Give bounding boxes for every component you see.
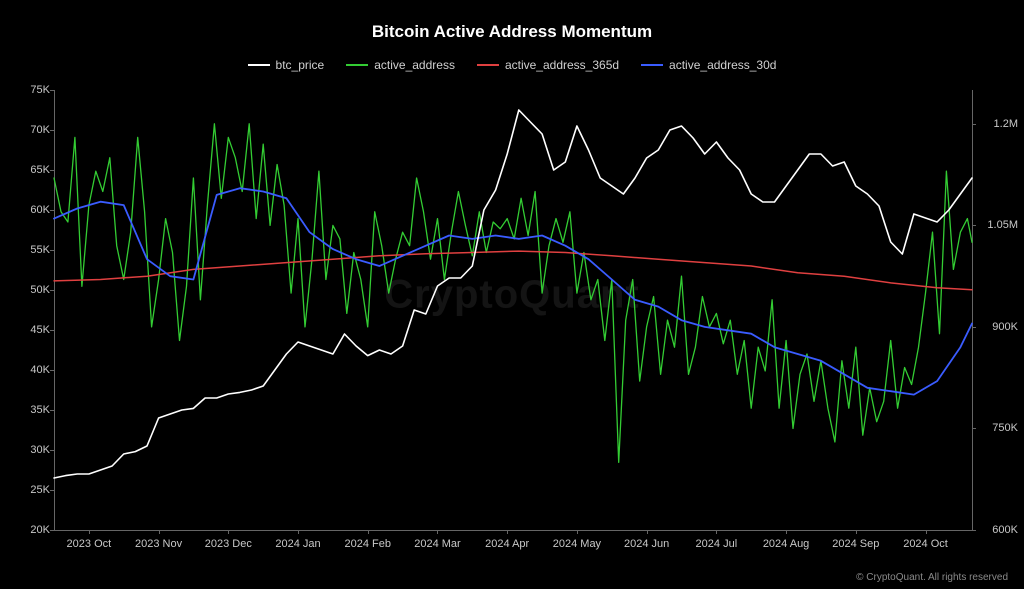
x-tick-label: 2023 Oct bbox=[67, 538, 112, 550]
x-tick bbox=[507, 530, 508, 534]
legend-swatch bbox=[248, 64, 270, 66]
y-left-tick bbox=[50, 290, 54, 291]
x-tick-label: 2024 Apr bbox=[485, 538, 529, 550]
y-left-tick bbox=[50, 170, 54, 171]
y-right-tick bbox=[972, 327, 976, 328]
y-right-tick-label: 1.2M bbox=[994, 118, 1018, 130]
y-left-tick bbox=[50, 330, 54, 331]
y-left-tick-label: 30K bbox=[6, 444, 50, 456]
series-btc-price bbox=[54, 110, 972, 478]
y-left-tick-label: 70K bbox=[6, 124, 50, 136]
legend-item-active-address: active_address bbox=[346, 58, 455, 72]
y-left-tick-label: 40K bbox=[6, 364, 50, 376]
y-right-tick-label: 1.05M bbox=[987, 219, 1018, 231]
x-tick bbox=[856, 530, 857, 534]
y-left-tick-label: 35K bbox=[6, 404, 50, 416]
x-tick-label: 2023 Dec bbox=[205, 538, 252, 550]
x-tick-label: 2024 May bbox=[553, 538, 601, 550]
chart-container: Bitcoin Active Address Momentum btc_pric… bbox=[0, 0, 1024, 589]
series-active-address-30d bbox=[54, 188, 972, 394]
y-left-tick bbox=[50, 450, 54, 451]
y-left-tick bbox=[50, 250, 54, 251]
y-left-tick-label: 25K bbox=[6, 484, 50, 496]
x-tick bbox=[786, 530, 787, 534]
x-axis-line bbox=[54, 530, 972, 531]
y-right-axis-line bbox=[972, 90, 973, 530]
y-left-tick-label: 60K bbox=[6, 204, 50, 216]
x-tick-label: 2024 Jul bbox=[696, 538, 738, 550]
y-left-tick bbox=[50, 370, 54, 371]
x-tick bbox=[89, 530, 90, 534]
x-tick bbox=[716, 530, 717, 534]
x-tick bbox=[368, 530, 369, 534]
y-left-tick bbox=[50, 410, 54, 411]
legend-item-active-address-30d: active_address_30d bbox=[641, 58, 776, 72]
y-left-tick-label: 55K bbox=[6, 244, 50, 256]
y-right-tick bbox=[972, 530, 976, 531]
y-right-tick-label: 600K bbox=[992, 524, 1018, 536]
x-tick bbox=[298, 530, 299, 534]
x-tick bbox=[577, 530, 578, 534]
legend-label: active_address bbox=[374, 58, 455, 72]
y-left-tick bbox=[50, 210, 54, 211]
legend-item-active-address-365d: active_address_365d bbox=[477, 58, 619, 72]
legend-label: active_address_30d bbox=[669, 58, 776, 72]
legend-swatch bbox=[641, 64, 663, 66]
y-left-tick bbox=[50, 490, 54, 491]
series-active-address bbox=[54, 124, 972, 463]
y-right-tick-label: 900K bbox=[992, 321, 1018, 333]
chart-title: Bitcoin Active Address Momentum bbox=[0, 22, 1024, 42]
legend-item-btc-price: btc_price bbox=[248, 58, 325, 72]
x-tick-label: 2024 Oct bbox=[903, 538, 948, 550]
x-tick-label: 2024 Aug bbox=[763, 538, 810, 550]
x-tick bbox=[926, 530, 927, 534]
x-tick-label: 2024 Jan bbox=[275, 538, 320, 550]
x-tick bbox=[228, 530, 229, 534]
legend: btc_price active_address active_address_36… bbox=[0, 58, 1024, 72]
x-tick-label: 2024 Jun bbox=[624, 538, 669, 550]
y-right-tick bbox=[972, 225, 976, 226]
x-tick-label: 2023 Nov bbox=[135, 538, 182, 550]
y-left-tick bbox=[50, 530, 54, 531]
y-left-tick-label: 65K bbox=[6, 164, 50, 176]
legend-label: active_address_365d bbox=[505, 58, 619, 72]
x-tick-label: 2024 Feb bbox=[344, 538, 390, 550]
y-left-tick-label: 45K bbox=[6, 324, 50, 336]
y-left-tick-label: 50K bbox=[6, 284, 50, 296]
plot-svg bbox=[54, 90, 972, 530]
x-tick-label: 2024 Sep bbox=[832, 538, 879, 550]
y-right-tick bbox=[972, 428, 976, 429]
copyright: © CryptoQuant. All rights reserved bbox=[856, 572, 1008, 583]
series-active-address-365d bbox=[54, 251, 972, 290]
x-tick bbox=[647, 530, 648, 534]
y-left-tick-label: 75K bbox=[6, 84, 50, 96]
y-left-tick-label: 20K bbox=[6, 524, 50, 536]
legend-label: btc_price bbox=[276, 58, 325, 72]
legend-swatch bbox=[346, 64, 368, 66]
y-left-tick bbox=[50, 130, 54, 131]
x-tick-label: 2024 Mar bbox=[414, 538, 460, 550]
plot-area bbox=[54, 90, 972, 530]
y-left-tick bbox=[50, 90, 54, 91]
y-right-tick-label: 750K bbox=[992, 422, 1018, 434]
legend-swatch bbox=[477, 64, 499, 66]
x-tick bbox=[159, 530, 160, 534]
x-tick bbox=[437, 530, 438, 534]
y-right-tick bbox=[972, 124, 976, 125]
